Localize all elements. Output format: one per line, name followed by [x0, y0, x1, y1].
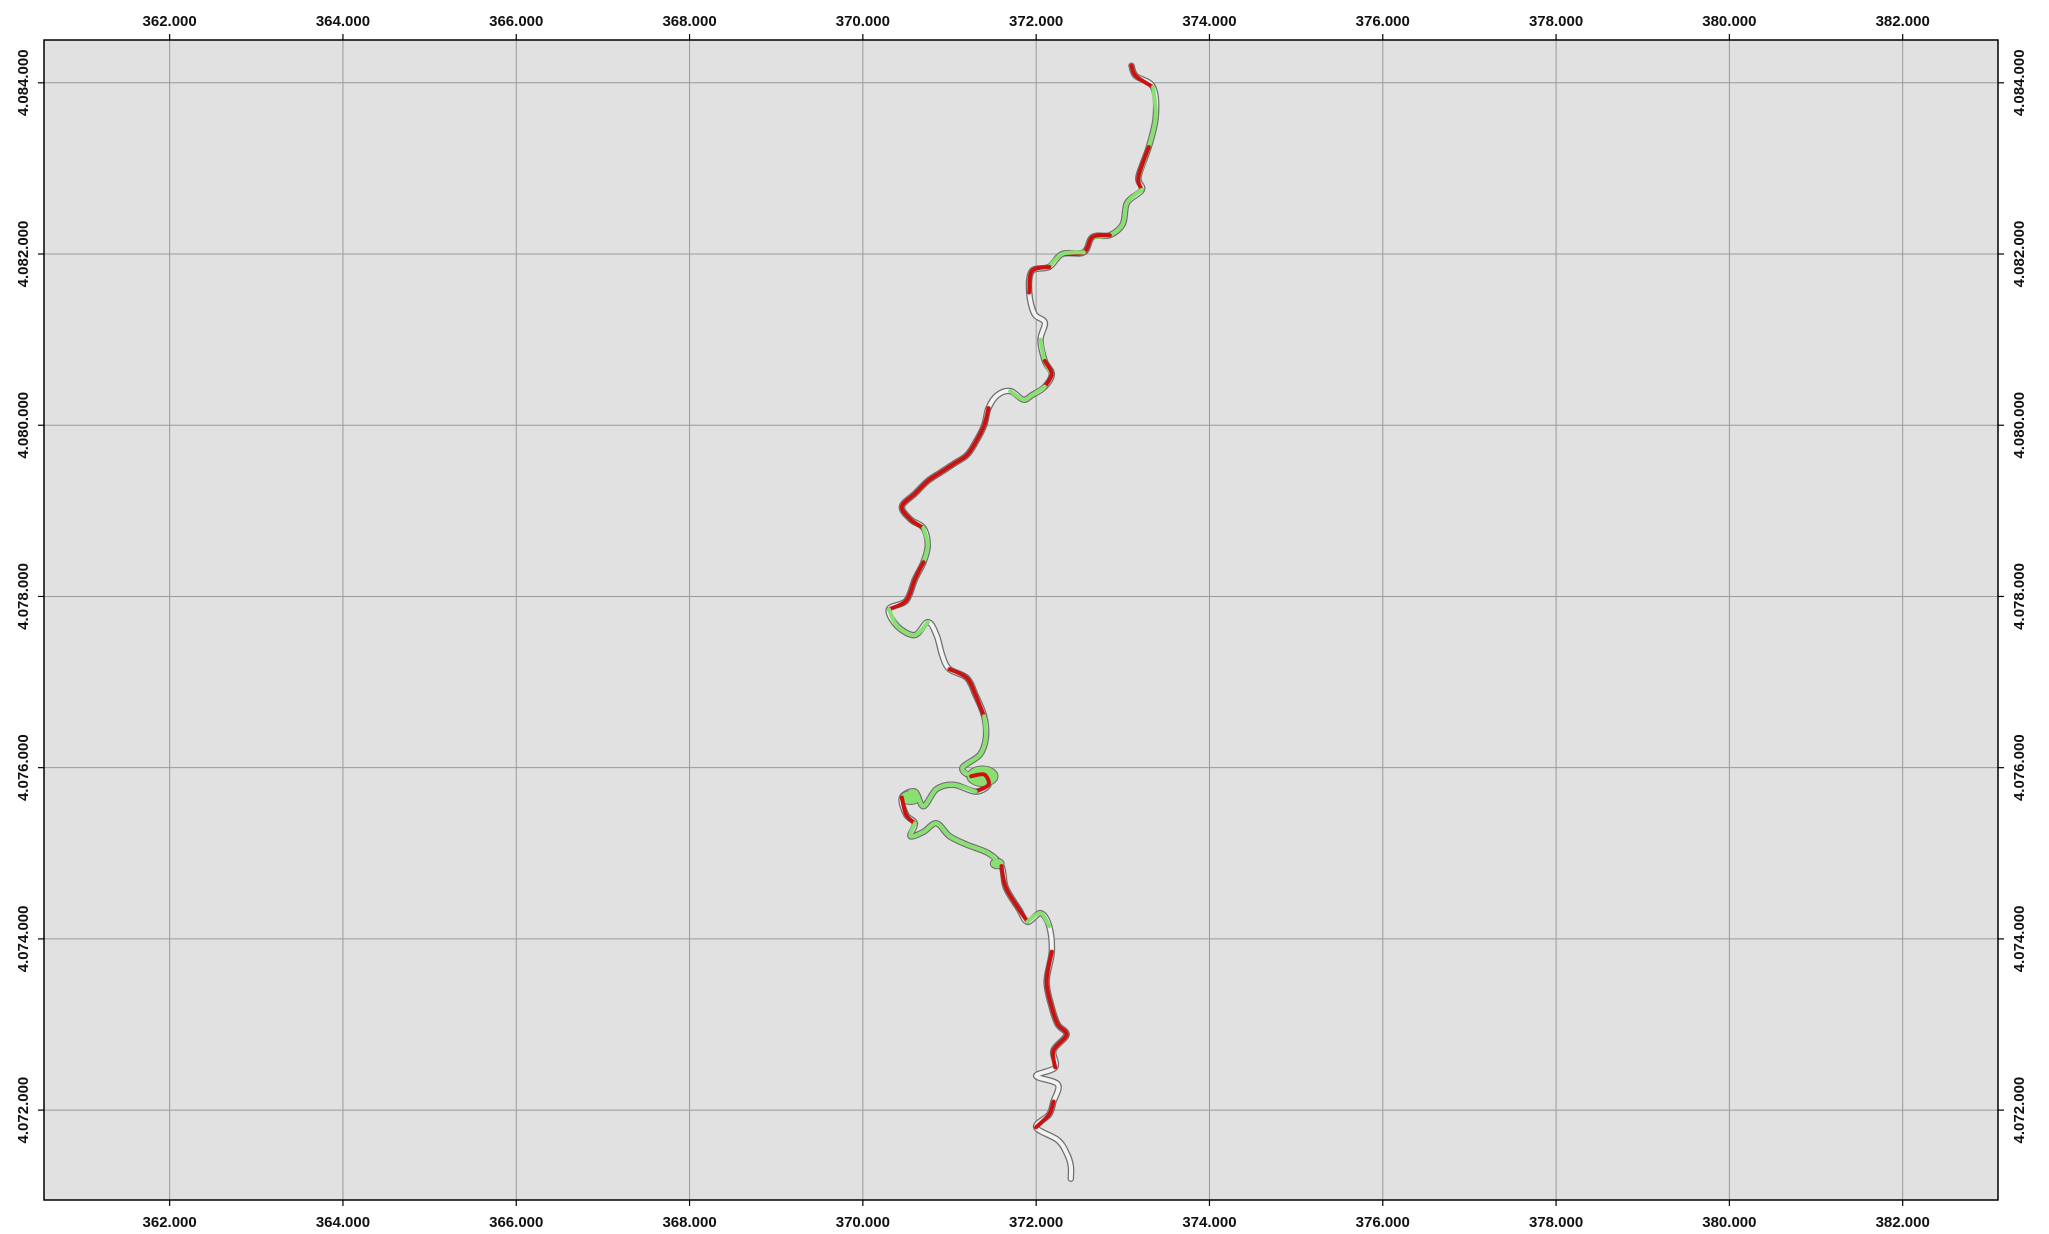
y-tick-label-right: 4.072.000	[2011, 1077, 2028, 1144]
river-segment-green[interactable]	[1008, 384, 1047, 402]
x-tick-label-top: 376.000	[1356, 13, 1410, 30]
y-tick-label-right: 4.074.000	[2011, 906, 2028, 973]
river-segment-red[interactable]	[1044, 949, 1069, 1070]
grid-layer	[44, 40, 1998, 1200]
river-segment-green[interactable]	[899, 782, 978, 809]
x-tick-label-bottom: 368.000	[662, 1214, 716, 1231]
x-tick-label-bottom: 370.000	[836, 1214, 890, 1231]
river-segment-green[interactable]	[1047, 250, 1086, 269]
river-segment-green[interactable]	[908, 821, 1004, 869]
river-segment-green[interactable]	[960, 714, 989, 779]
x-tick-label-bottom: 372.000	[1009, 1214, 1063, 1231]
river-segment-red[interactable]	[1129, 63, 1156, 90]
river-segment-red[interactable]	[899, 406, 991, 530]
x-tick-label-top: 372.000	[1009, 13, 1063, 30]
river-layer[interactable]	[885, 62, 1160, 1182]
river-segment-red[interactable]	[1027, 264, 1052, 295]
river-segment-red[interactable]	[1042, 359, 1054, 389]
y-tick-label-left: 4.082.000	[15, 221, 32, 288]
river-segment-red[interactable]	[886, 560, 926, 612]
river-segment-red[interactable]	[899, 795, 917, 826]
x-axis-top-labels: 362.000 364.000 366.000 368.000 370.000 372.0…	[143, 13, 1930, 30]
y-tick-label-left: 4.074.000	[15, 906, 32, 973]
x-tick-label-bottom: 364.000	[316, 1214, 370, 1231]
y-tick-label-right: 4.080.000	[2011, 392, 2028, 459]
river-segment-green[interactable]	[921, 526, 930, 565]
x-tick-label-top: 380.000	[1702, 13, 1756, 30]
x-tick-label-top: 366.000	[489, 13, 543, 30]
x-tick-label-top: 382.000	[1876, 13, 1930, 30]
x-tick-label-top: 370.000	[836, 13, 890, 30]
river-segment-green[interactable]	[1025, 911, 1052, 929]
river-channel[interactable]	[886, 63, 1159, 1181]
y-axis-right-labels: 4.084.000 4.082.000 4.080.000 4.078.000 4.07…	[2011, 49, 2028, 1143]
y-tick-label-left: 4.076.000	[15, 734, 32, 801]
x-tick-label-bottom: 374.000	[1182, 1214, 1236, 1231]
y-tick-label-right: 4.076.000	[2011, 734, 2028, 801]
y-tick-label-left: 4.072.000	[15, 1077, 32, 1144]
tick-layer	[38, 34, 2004, 1206]
map-background	[44, 40, 1998, 1200]
x-tick-label-top: 374.000	[1182, 13, 1236, 30]
river-segment-red[interactable]	[1034, 1099, 1056, 1130]
map-border	[43, 39, 1999, 1201]
river-segment-green[interactable]	[886, 607, 930, 638]
x-tick-label-bottom: 376.000	[1356, 1214, 1410, 1231]
x-tick-label-bottom: 366.000	[489, 1214, 543, 1231]
y-axis-left-labels: 4.084.000 4.082.000 4.080.000 4.078.000 4.07…	[15, 49, 32, 1143]
x-tick-label-bottom: 362.000	[143, 1214, 197, 1231]
y-tick-label-right: 4.082.000	[2011, 221, 2028, 288]
x-tick-label-top: 362.000	[143, 13, 197, 30]
x-tick-label-top: 378.000	[1529, 13, 1583, 30]
x-axis-bottom-labels: 362.000 364.000 366.000 368.000 370.000 372.0…	[143, 1214, 1930, 1231]
y-tick-label-left: 4.078.000	[15, 563, 32, 630]
y-tick-label-right: 4.078.000	[2011, 563, 2028, 630]
x-tick-label-bottom: 382.000	[1876, 1214, 1930, 1231]
y-tick-label-left: 4.080.000	[15, 392, 32, 459]
x-tick-label-top: 368.000	[662, 13, 716, 30]
x-tick-label-bottom: 380.000	[1702, 1214, 1756, 1231]
river-segment-red[interactable]	[969, 772, 991, 794]
river-segment-red[interactable]	[947, 667, 987, 719]
river-segment-red[interactable]	[1136, 145, 1151, 192]
y-tick-label-left: 4.084.000	[15, 49, 32, 116]
river-segment-red[interactable]	[999, 864, 1030, 924]
x-tick-label-bottom: 378.000	[1529, 1214, 1583, 1231]
x-tick-label-top: 364.000	[316, 13, 370, 30]
y-tick-label-right: 4.084.000	[2011, 49, 2028, 116]
